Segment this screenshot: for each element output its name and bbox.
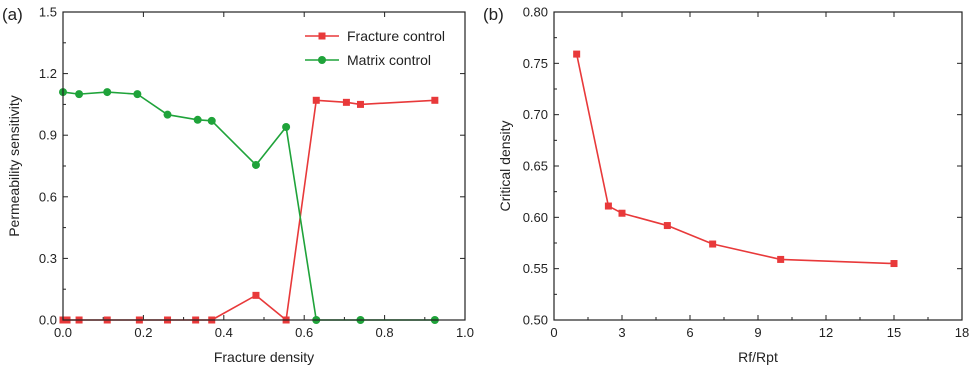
x-tick-label: 0.8 bbox=[376, 325, 394, 340]
plot-frame bbox=[553, 11, 963, 321]
y-tick-label: 0.9 bbox=[39, 128, 57, 143]
data-point bbox=[604, 202, 612, 210]
x-tick-label: 0.0 bbox=[54, 325, 72, 340]
plot-frame bbox=[62, 11, 466, 321]
panel-b: (b) 0 3 6 9 12 15 18 0.50 0.55 0.60 0.65 0.70 0.75 0.8… bbox=[483, 5, 969, 366]
data-point bbox=[193, 115, 202, 124]
x-axis-title: Fracture density bbox=[214, 349, 314, 365]
data-point bbox=[75, 90, 84, 99]
y-tick-label: 0.50 bbox=[523, 313, 548, 328]
data-point bbox=[777, 255, 785, 263]
data-point bbox=[282, 122, 291, 131]
data-point bbox=[356, 100, 364, 108]
legend-label: Fracture control bbox=[347, 28, 445, 44]
y-axis-title: Critical density bbox=[497, 120, 513, 211]
y-tick-label: 1.2 bbox=[39, 66, 57, 81]
data-point bbox=[103, 88, 112, 97]
series-line bbox=[575, 53, 895, 265]
x-tick-label: 9 bbox=[754, 325, 761, 340]
data-point bbox=[163, 110, 172, 119]
x-tick-label: 0.4 bbox=[215, 325, 233, 340]
y-tick-label: 0.75 bbox=[523, 56, 548, 71]
x-tick-label: 0 bbox=[550, 325, 557, 340]
y-tick-label: 1.5 bbox=[39, 5, 57, 20]
data-point bbox=[709, 240, 717, 248]
data-point bbox=[251, 160, 260, 169]
data-point bbox=[133, 90, 142, 99]
y-tick-label: 0.65 bbox=[523, 159, 548, 174]
y-tick-label: 0.70 bbox=[523, 107, 548, 122]
data-point bbox=[312, 96, 320, 104]
legend-label: Matrix control bbox=[347, 52, 431, 68]
x-tick-label: 15 bbox=[887, 325, 901, 340]
data-point bbox=[207, 116, 216, 125]
series-line bbox=[63, 99, 435, 321]
legend-marker bbox=[318, 56, 326, 64]
data-point bbox=[342, 98, 350, 106]
y-tick-label: 0.3 bbox=[39, 251, 57, 266]
y-tick-label: 0.55 bbox=[523, 261, 548, 276]
y-tick-label: 0.6 bbox=[39, 189, 57, 204]
data-point bbox=[663, 222, 671, 230]
y-tick-label: 0.80 bbox=[523, 5, 548, 20]
data-point bbox=[431, 96, 439, 104]
series-line bbox=[62, 91, 435, 321]
data-point bbox=[573, 50, 581, 58]
x-axis-title: Rf/Rpt bbox=[738, 349, 778, 365]
y-tick-label: 0.0 bbox=[39, 313, 57, 328]
x-tick-label: 0.2 bbox=[134, 325, 152, 340]
panel-label: (a) bbox=[2, 5, 23, 24]
data-point bbox=[618, 209, 626, 217]
x-tick-label: 12 bbox=[819, 325, 833, 340]
panel-label: (b) bbox=[483, 5, 504, 24]
data-point bbox=[890, 260, 898, 268]
y-tick-label: 0.60 bbox=[523, 210, 548, 225]
y-axis-title: Permeability sensitivity bbox=[6, 95, 22, 237]
x-tick-label: 1.0 bbox=[456, 325, 474, 340]
x-tick-label: 18 bbox=[955, 325, 969, 340]
x-tick-label: 3 bbox=[618, 325, 625, 340]
x-tick-label: 6 bbox=[686, 325, 693, 340]
panel-a: (a) 0.0 0.2 0.4 0.6 0.8 1.0 0.0 0.3 0.6 0.9 1.2 1.5 F… bbox=[2, 5, 474, 366]
x-tick-label: 0.6 bbox=[295, 325, 313, 340]
data-point bbox=[252, 291, 260, 299]
legend-marker bbox=[318, 32, 326, 40]
